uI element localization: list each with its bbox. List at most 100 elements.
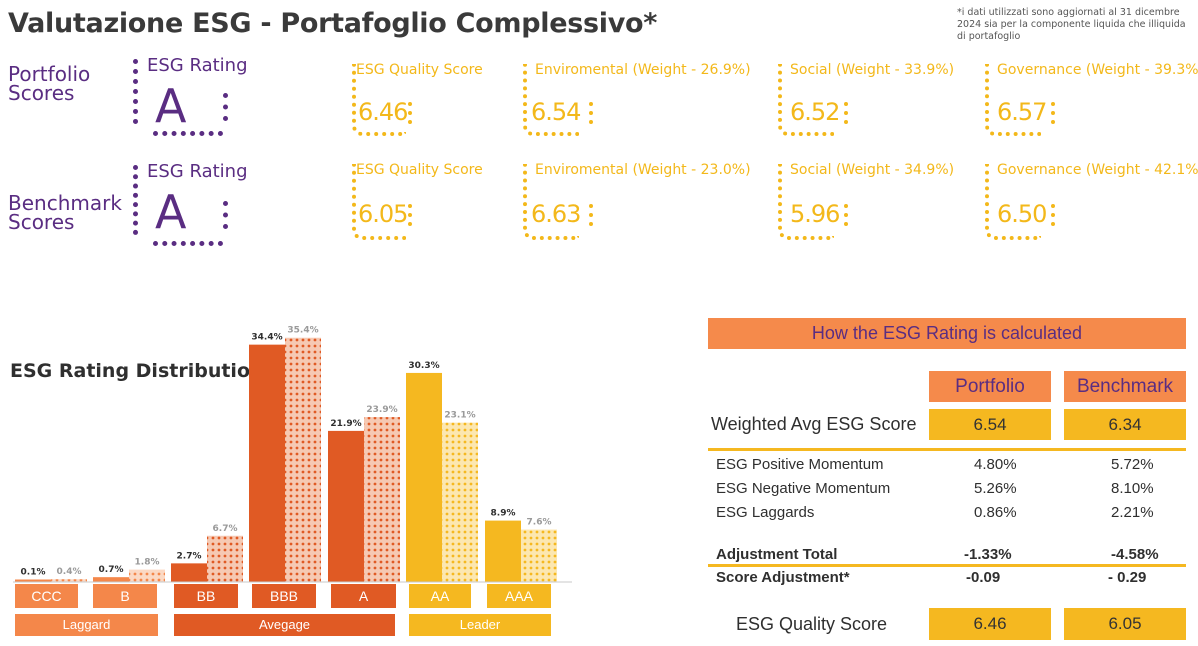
score-adjustment-label: Score Adjustment* xyxy=(716,569,850,586)
portfolio-gov-value: 6.57 xyxy=(997,98,1047,126)
portfolio-rating-card: ESG Rating A xyxy=(133,55,248,140)
bar-ccc-series1 xyxy=(15,579,51,582)
adjustment-total-benchmark: -4.58% xyxy=(1111,546,1159,563)
score-adjustment-portfolio: -0.09 xyxy=(966,569,1001,586)
benchmark-env-value: 6.63 xyxy=(531,200,581,228)
page-title: Valutazione ESG - Portafoglio Complessiv… xyxy=(8,8,658,39)
bar-aa-series2 xyxy=(442,422,478,582)
portfolio-social-value: 6.52 xyxy=(790,98,840,126)
benchmark-env-card: Enviromental (Weight - 23.0%) 6.63 xyxy=(523,160,751,240)
weighted-score-portfolio: 6.54 xyxy=(929,409,1051,440)
chart-title: ESG Rating Distribution xyxy=(10,360,264,382)
row-laggards-portfolio: 0.86% xyxy=(974,504,1017,521)
data-label-a-series2: 23.9% xyxy=(366,405,397,415)
portfolio-rating-caption: ESG Rating xyxy=(147,55,248,76)
data-label-bbb-series1: 34.4% xyxy=(251,333,282,343)
benchmark-gov-caption: Governance (Weight - 42.1%) xyxy=(997,162,1198,178)
esg-rating-distribution-chart: 0.1% 0.4% 0.7% 1.8% 2.7% 6.7% 34.4% 35.4% 21.9% 2… xyxy=(13,326,572,583)
bar-a-series1 xyxy=(328,430,364,582)
group-average: Avegage xyxy=(174,614,395,636)
data-label-b-series1: 0.7% xyxy=(99,565,124,575)
portfolio-rating-value: A xyxy=(155,79,187,133)
category-a: A xyxy=(331,584,396,608)
row-laggards-benchmark: 2.21% xyxy=(1111,504,1154,521)
row-laggards-label: ESG Laggards xyxy=(716,504,815,521)
benchmark-rating-value: A xyxy=(155,185,187,239)
category-ccc: CCC xyxy=(15,584,78,608)
row-negative-momentum-portfolio: 5.26% xyxy=(974,480,1017,497)
weighted-score-label: Weighted Avg ESG Score xyxy=(711,414,917,434)
bar-b-series1 xyxy=(93,577,129,582)
benchmark-rating-caption: ESG Rating xyxy=(147,161,248,182)
data-label-aa-series1: 30.3% xyxy=(408,361,439,371)
category-aa: AA xyxy=(409,584,471,608)
score-adjustment-benchmark: - 0.29 xyxy=(1108,569,1147,586)
bar-a-series2 xyxy=(364,417,400,582)
benchmark-quality-value: 6.05 xyxy=(358,200,408,228)
calc-table-title: How the ESG Rating is calculated xyxy=(708,318,1186,349)
data-label-aaa-series1: 8.9% xyxy=(491,509,516,519)
bar-bb-series2 xyxy=(207,535,243,582)
row-positive-momentum-benchmark: 5.72% xyxy=(1111,456,1154,473)
portfolio-label-line2: Scores xyxy=(8,81,75,105)
category-aaa: AAA xyxy=(487,584,551,608)
data-label-a-series1: 21.9% xyxy=(330,419,361,429)
portfolio-env-card: Enviromental (Weight - 26.9%) 6.54 xyxy=(523,60,751,136)
benchmark-env-caption: Enviromental (Weight - 23.0%) xyxy=(535,162,751,178)
category-b: B xyxy=(93,584,157,608)
benchmark-scores-label: Benchmark Scores xyxy=(8,191,122,234)
portfolio-label-line1: Portfolio xyxy=(8,62,91,86)
bar-bbb-series2 xyxy=(285,337,321,582)
col-header-portfolio: Portfolio xyxy=(929,371,1051,402)
benchmark-quality-caption: ESG Quality Score xyxy=(356,162,483,178)
data-label-ccc-series2: 0.4% xyxy=(57,567,82,577)
row-positive-momentum-label: ESG Positive Momentum xyxy=(716,456,884,473)
quality-score-portfolio: 6.46 xyxy=(929,608,1051,640)
bar-aa-series1 xyxy=(406,372,442,582)
row-positive-momentum-portfolio: 4.80% xyxy=(974,456,1017,473)
adjustment-total-label: Adjustment Total xyxy=(716,546,838,563)
col-header-benchmark: Benchmark xyxy=(1064,371,1186,402)
benchmark-quality-card: ESG Quality Score 6.05 xyxy=(352,160,483,240)
group-leader: Leader xyxy=(409,614,551,636)
data-label-ccc-series1: 0.1% xyxy=(21,568,46,578)
weighted-score-benchmark: 6.34 xyxy=(1064,409,1186,440)
group-laggard: Laggard xyxy=(15,614,158,636)
quality-score-label: ESG Quality Score xyxy=(736,614,888,634)
bar-bbb-series1 xyxy=(249,344,285,582)
quality-score-benchmark: 6.05 xyxy=(1064,608,1186,640)
bar-aaa-series1 xyxy=(485,520,521,582)
adjustment-total-portfolio: -1.33% xyxy=(964,546,1012,563)
portfolio-quality-value: 6.46 xyxy=(358,98,408,126)
category-bb: BB xyxy=(174,584,238,608)
data-label-bb-series2: 6.7% xyxy=(213,524,238,534)
bar-b-series2 xyxy=(129,569,165,582)
portfolio-env-value: 6.54 xyxy=(531,98,581,126)
benchmark-gov-card: Governance (Weight - 42.1%) 6.50 xyxy=(985,160,1198,240)
data-label-aaa-series2: 7.6% xyxy=(527,518,552,528)
data-date-note: *i dati utilizzati sono aggiornati al 31… xyxy=(957,7,1186,42)
row-negative-momentum-benchmark: 8.10% xyxy=(1111,480,1154,497)
portfolio-quality-card: ESG Quality Score 6.46 xyxy=(352,60,483,136)
bar-bb-series1 xyxy=(171,563,207,582)
benchmark-social-value: 5.96 xyxy=(790,200,840,228)
data-label-bbb-series2: 35.4% xyxy=(287,326,318,336)
benchmark-social-card: Social (Weight - 34.9%) 5.96 xyxy=(778,160,954,240)
portfolio-env-caption: Enviromental (Weight - 26.9%) xyxy=(535,62,751,78)
portfolio-gov-card: Governance (Weight - 39.3%) 6.57 xyxy=(985,60,1198,136)
portfolio-gov-caption: Governance (Weight - 39.3%) xyxy=(997,62,1198,78)
bar-aaa-series2 xyxy=(521,529,557,582)
benchmark-rating-card: ESG Rating A xyxy=(133,161,248,251)
table-divider-bottom xyxy=(708,564,1186,567)
portfolio-quality-caption: ESG Quality Score xyxy=(356,62,483,78)
portfolio-social-card: Social (Weight - 33.9%) 6.52 xyxy=(778,60,954,136)
category-bbb: BBB xyxy=(252,584,316,608)
table-divider-top xyxy=(708,448,1186,451)
portfolio-scores-label: Portfolio Scores xyxy=(8,62,91,105)
row-negative-momentum-label: ESG Negative Momentum xyxy=(716,480,891,497)
benchmark-gov-value: 6.50 xyxy=(997,200,1047,228)
benchmark-label-line2: Scores xyxy=(8,210,75,234)
data-label-aa-series2: 23.1% xyxy=(444,411,475,421)
bar-ccc-series2 xyxy=(51,579,87,582)
benchmark-label-line1: Benchmark xyxy=(8,191,122,215)
